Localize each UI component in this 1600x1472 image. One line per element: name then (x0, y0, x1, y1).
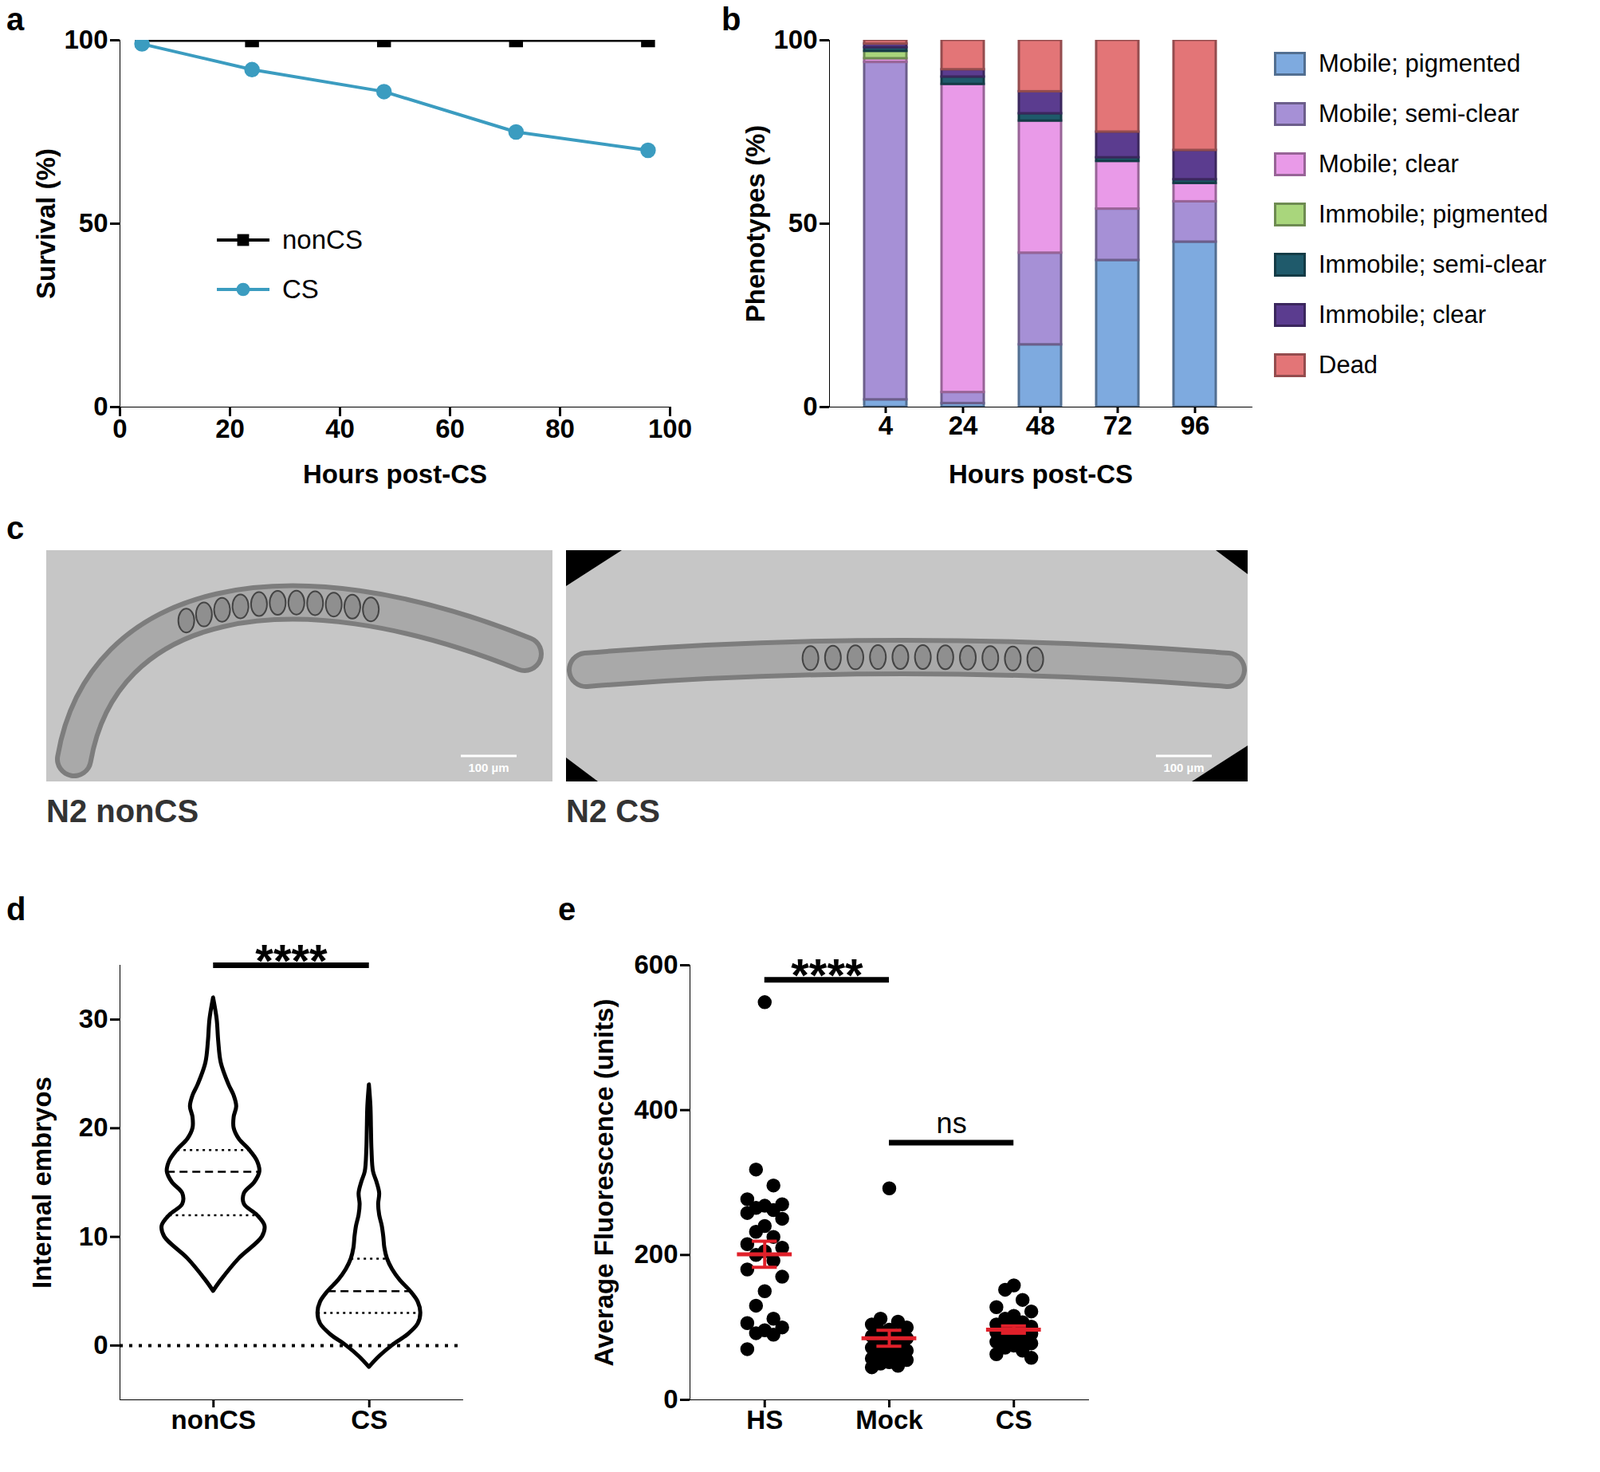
html-text:nonCS: nonCS (282, 224, 363, 255)
svg-text:CS: CS (995, 1404, 1033, 1435)
svg-text:Average Fluorescence (units): Average Fluorescence (units) (589, 998, 619, 1367)
svg-text:20: 20 (78, 1112, 109, 1142)
svg-text:200: 200 (633, 1238, 678, 1269)
svg-text:HS: HS (746, 1404, 783, 1435)
svg-text:****: **** (255, 934, 328, 987)
svg-text:80: 80 (545, 413, 575, 444)
svg-text:100 µm: 100 µm (467, 760, 509, 775)
html-text:CS: CS (282, 274, 319, 304)
html-text:d: d (6, 891, 26, 927)
html-text:Immobile; clear: Immobile; clear (1318, 300, 1487, 329)
svg-text:100 µm: 100 µm (1163, 760, 1204, 775)
svg-text:0: 0 (663, 1383, 678, 1414)
svg-text:100: 100 (773, 24, 818, 55)
html-text:Immobile; pigmented: Immobile; pigmented (1318, 199, 1549, 228)
svg-text:48: 48 (1026, 410, 1056, 441)
svg-text:30: 30 (78, 1003, 109, 1034)
svg-text:24: 24 (948, 410, 979, 441)
svg-text:Hours post-CS: Hours post-CS (302, 459, 488, 489)
svg-text:100: 100 (63, 24, 108, 55)
html-text:b: b (721, 1, 741, 37)
svg-text:50: 50 (78, 208, 109, 238)
html-text:N2 nonCS: N2 nonCS (46, 793, 199, 829)
svg-text:100: 100 (648, 413, 692, 444)
svg-text:96: 96 (1180, 410, 1211, 441)
svg-text:Mock: Mock (855, 1404, 924, 1435)
svg-text:0: 0 (802, 391, 818, 421)
html-text:Immobile; semi-clear: Immobile; semi-clear (1318, 249, 1547, 278)
svg-text:Internal embryos: Internal embryos (27, 1076, 57, 1289)
svg-text:0: 0 (112, 413, 127, 444)
html-text:Mobile; semi-clear: Mobile; semi-clear (1318, 99, 1520, 128)
svg-text:****: **** (790, 948, 864, 1001)
svg-text:0: 0 (93, 391, 108, 421)
html-text:c: c (6, 510, 25, 546)
svg-text:ns: ns (936, 1106, 968, 1140)
svg-text:Hours post-CS: Hours post-CS (948, 459, 1133, 489)
svg-text:60: 60 (435, 413, 465, 444)
svg-text:nonCS: nonCS (171, 1404, 256, 1435)
svg-text:0: 0 (93, 1329, 108, 1360)
html-text:N2 CS: N2 CS (566, 793, 660, 829)
svg-text:20: 20 (215, 413, 245, 444)
svg-text:40: 40 (325, 413, 355, 444)
html-text:e: e (558, 891, 576, 927)
svg-text:400: 400 (633, 1094, 678, 1125)
svg-text:600: 600 (633, 949, 678, 979)
html-text:a: a (6, 1, 25, 37)
svg-text:4: 4 (878, 410, 894, 441)
svg-text:72: 72 (1103, 410, 1133, 441)
svg-text:Survival (%): Survival (%) (31, 148, 61, 299)
html-text:Mobile; pigmented: Mobile; pigmented (1318, 49, 1521, 77)
svg-text:10: 10 (78, 1221, 109, 1251)
html-text:Mobile; clear: Mobile; clear (1318, 149, 1459, 178)
svg-text:50: 50 (788, 208, 818, 238)
svg-text:Phenotypes (%): Phenotypes (%) (740, 125, 771, 323)
svg-text:CS: CS (350, 1404, 388, 1435)
html-text:Dead: Dead (1318, 350, 1378, 379)
